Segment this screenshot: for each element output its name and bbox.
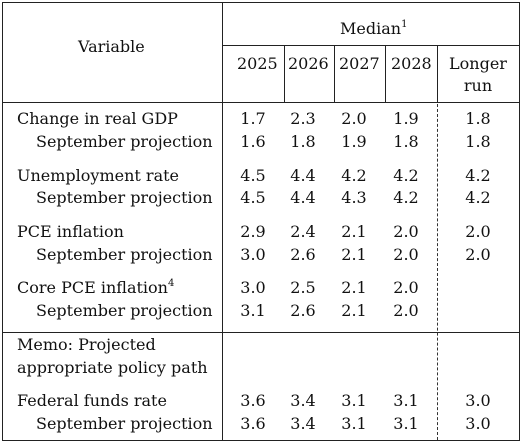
year-header-2028: 2028 [391, 54, 432, 73]
table-cell: 3.1 [393, 391, 419, 410]
table-cell: 2.1 [341, 245, 367, 264]
year-column-divider [437, 45, 438, 103]
table-cell: 2.0 [465, 222, 491, 241]
table-cell: 3.0 [465, 391, 491, 410]
table-cell: 3.1 [240, 301, 266, 320]
header-bottom-rule [2, 102, 520, 103]
variable-header: Variable [78, 37, 145, 56]
row-label: September projection [36, 245, 213, 264]
year-header-2025: 2025 [237, 54, 278, 73]
table-cell: 1.8 [465, 109, 491, 128]
longer-run-dashed-divider [437, 104, 438, 440]
label-column-divider [222, 2, 223, 441]
memo-label-line2: appropriate policy path [17, 358, 208, 377]
row-label: September projection [36, 132, 213, 151]
table-cell: 3.6 [240, 391, 266, 410]
year-header-2027: 2027 [339, 54, 380, 73]
table-cell: 4.4 [290, 188, 316, 207]
table-bottom-border [2, 440, 520, 441]
table-cell: 4.3 [341, 188, 367, 207]
table-cell: 2.0 [393, 278, 419, 297]
table-cell: 2.9 [240, 222, 266, 241]
table-right-border [519, 2, 520, 441]
table-cell: 3.4 [290, 391, 316, 410]
table-cell: 3.4 [290, 414, 316, 433]
table-cell: 2.4 [290, 222, 316, 241]
row-label: Core PCE inflation4 [17, 277, 175, 297]
year-column-divider [334, 45, 335, 103]
footnote-marker: 4 [167, 277, 175, 289]
table-cell: 3.0 [240, 245, 266, 264]
memo-label-line1: Memo: Projected [17, 335, 156, 354]
table-cell: 2.1 [341, 301, 367, 320]
table-cell: 2.1 [341, 278, 367, 297]
year-column-divider [284, 45, 285, 103]
table-cell: 3.1 [393, 414, 419, 433]
table-cell: 2.0 [465, 245, 491, 264]
table-cell: 4.2 [465, 166, 491, 185]
table-cell: 3.1 [341, 391, 367, 410]
table-cell: 1.8 [290, 132, 316, 151]
year-header-2026: 2026 [288, 54, 329, 73]
table-cell: 4.5 [240, 166, 266, 185]
row-label: PCE inflation [17, 222, 124, 241]
table-cell: 1.8 [393, 132, 419, 151]
longer-run-header-line2: run [463, 76, 493, 95]
row-label: Federal funds rate [17, 391, 167, 410]
table-cell: 4.5 [240, 188, 266, 207]
table-cell: 2.1 [341, 222, 367, 241]
median-footnote-marker: 1 [401, 18, 408, 30]
table-cell: 1.7 [240, 109, 266, 128]
row-label: Change in real GDP [17, 109, 178, 128]
table-cell: 4.2 [465, 188, 491, 207]
median-header: Median1 [340, 18, 408, 38]
table-cell: 2.3 [290, 109, 316, 128]
table-cell: 1.8 [465, 132, 491, 151]
year-column-divider [385, 45, 386, 103]
row-label: September projection [36, 188, 213, 207]
row-label: September projection [36, 301, 213, 320]
table-cell: 3.1 [341, 414, 367, 433]
longer-run-header-line1: Longer [449, 54, 507, 73]
table-top-border [2, 2, 520, 3]
table-cell: 4.4 [290, 166, 316, 185]
table-cell: 2.0 [393, 245, 419, 264]
table-cell: 2.0 [393, 222, 419, 241]
median-underline [223, 45, 520, 46]
row-label: Unemployment rate [17, 166, 180, 185]
table-cell: 1.9 [341, 132, 367, 151]
table-cell: 2.6 [290, 245, 316, 264]
table-cell: 3.0 [240, 278, 266, 297]
memo-section-rule [2, 332, 520, 333]
table-cell: 2.0 [341, 109, 367, 128]
table-left-border [2, 2, 3, 441]
table-cell: 3.0 [465, 414, 491, 433]
table-cell: 2.6 [290, 301, 316, 320]
table-cell: 1.6 [240, 132, 266, 151]
table-cell: 4.2 [393, 188, 419, 207]
table-cell: 2.0 [393, 301, 419, 320]
table-cell: 4.2 [393, 166, 419, 185]
row-label: September projection [36, 414, 213, 433]
table-cell: 2.5 [290, 278, 316, 297]
table-cell: 1.9 [393, 109, 419, 128]
table-cell: 4.2 [341, 166, 367, 185]
table-cell: 3.6 [240, 414, 266, 433]
